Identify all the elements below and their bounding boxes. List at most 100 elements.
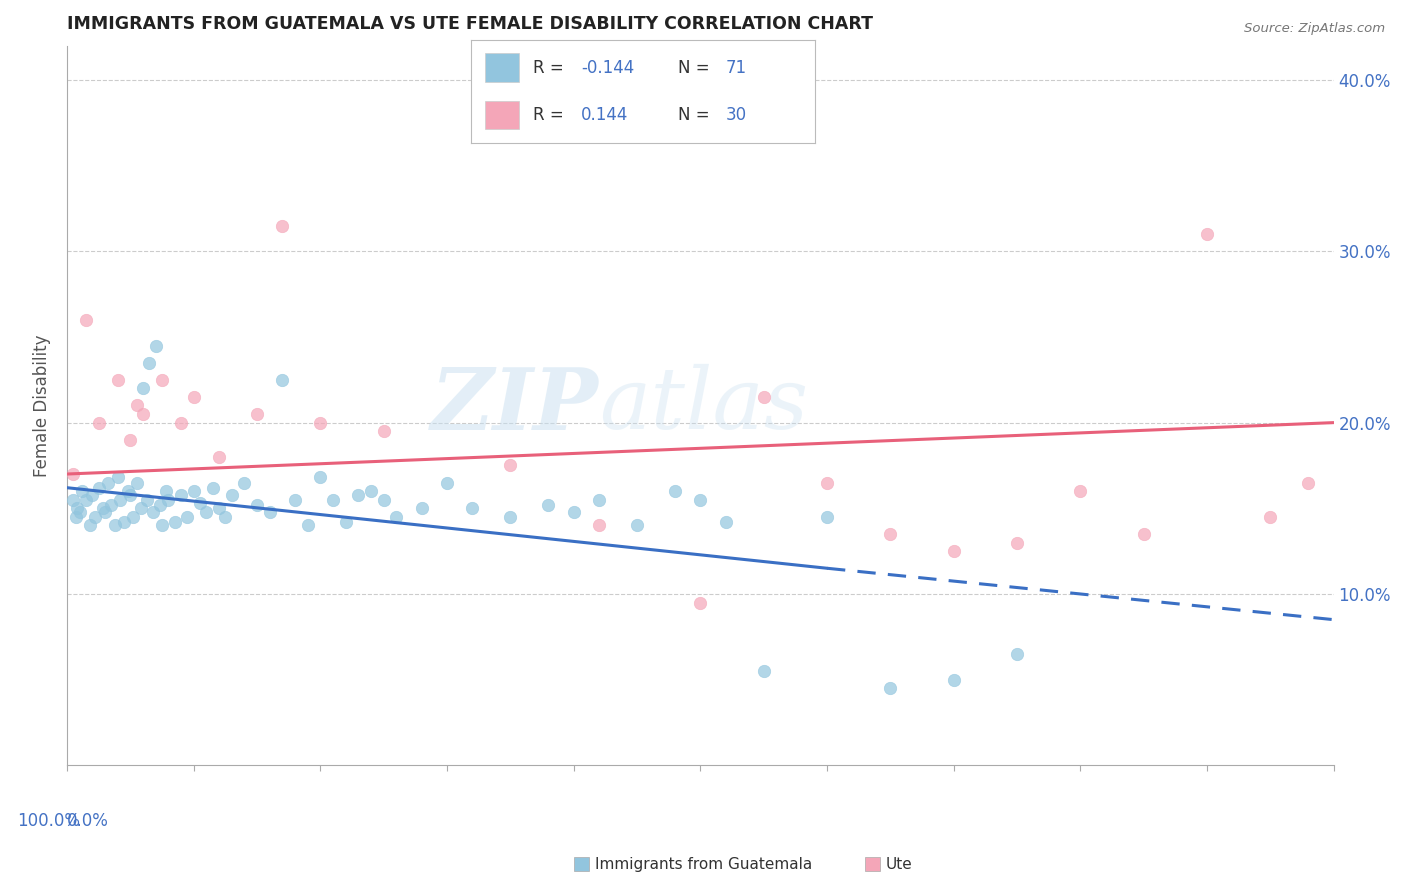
Point	[65, 509, 87, 524]
Point	[104, 518, 127, 533]
Text: Ute: Ute	[886, 857, 912, 872]
Point	[150, 373, 173, 387]
Point	[62, 492, 84, 507]
Point	[309, 416, 332, 430]
Point	[1005, 535, 1028, 549]
Point	[714, 515, 737, 529]
Point	[1132, 527, 1154, 541]
Point	[562, 505, 585, 519]
Point	[110, 492, 132, 507]
Point	[62, 467, 84, 481]
Text: N =: N =	[678, 59, 714, 77]
Point	[942, 673, 965, 687]
Point	[84, 509, 107, 524]
Point	[100, 498, 122, 512]
Point	[107, 470, 129, 484]
Point	[157, 492, 180, 507]
Point	[132, 407, 155, 421]
Point	[155, 484, 177, 499]
Point	[75, 492, 97, 507]
Point	[752, 664, 775, 678]
Point	[66, 501, 89, 516]
Point	[297, 518, 319, 533]
Text: 30: 30	[725, 106, 747, 124]
Point	[233, 475, 256, 490]
Text: 0.144: 0.144	[581, 106, 628, 124]
Text: N =: N =	[678, 106, 714, 124]
Point	[942, 544, 965, 558]
Point	[815, 509, 838, 524]
Text: R =: R =	[533, 59, 569, 77]
Point	[271, 373, 294, 387]
Text: 100.0%: 100.0%	[17, 812, 80, 830]
Point	[284, 492, 307, 507]
FancyBboxPatch shape	[485, 101, 519, 129]
Point	[201, 481, 224, 495]
Point	[271, 219, 294, 233]
Point	[208, 501, 231, 516]
Text: -0.144: -0.144	[581, 59, 634, 77]
Point	[461, 501, 484, 516]
Point	[117, 484, 139, 499]
Point	[411, 501, 433, 516]
Text: 71: 71	[725, 59, 747, 77]
Point	[120, 433, 142, 447]
Text: ZIP: ZIP	[432, 364, 599, 447]
Point	[689, 595, 711, 609]
Point	[1298, 475, 1320, 490]
Point	[75, 313, 97, 327]
Point	[436, 475, 458, 490]
Point	[122, 509, 145, 524]
Point	[1258, 509, 1281, 524]
Point	[112, 515, 135, 529]
Point	[125, 475, 148, 490]
Point	[97, 475, 120, 490]
Point	[91, 501, 114, 516]
Point	[176, 509, 198, 524]
Point	[664, 484, 686, 499]
Y-axis label: Female Disability: Female Disability	[34, 334, 51, 476]
Point	[259, 505, 281, 519]
Point	[879, 527, 901, 541]
Point	[626, 518, 648, 533]
Point	[138, 356, 160, 370]
Point	[214, 509, 236, 524]
Point	[221, 487, 243, 501]
Point	[347, 487, 370, 501]
Point	[1069, 484, 1091, 499]
Point	[125, 399, 148, 413]
Text: R =: R =	[533, 106, 574, 124]
Point	[588, 518, 610, 533]
Point	[195, 505, 218, 519]
Point	[120, 487, 142, 501]
Point	[499, 509, 522, 524]
Point	[72, 484, 94, 499]
Point	[588, 492, 610, 507]
Point	[385, 509, 408, 524]
Point	[145, 338, 167, 352]
Point	[170, 487, 193, 501]
Point	[188, 496, 211, 510]
Point	[360, 484, 382, 499]
Point	[246, 498, 269, 512]
Point	[1005, 647, 1028, 661]
Point	[82, 487, 104, 501]
Point	[373, 492, 395, 507]
Point	[1195, 227, 1218, 241]
Text: Immigrants from Guatemala: Immigrants from Guatemala	[595, 857, 813, 872]
Point	[309, 470, 332, 484]
Point	[373, 424, 395, 438]
Point	[879, 681, 901, 696]
Point	[69, 505, 91, 519]
Point	[79, 518, 101, 533]
Point	[537, 498, 560, 512]
Point	[163, 515, 186, 529]
Point	[150, 518, 173, 533]
Text: IMMIGRANTS FROM GUATEMALA VS UTE FEMALE DISABILITY CORRELATION CHART: IMMIGRANTS FROM GUATEMALA VS UTE FEMALE …	[67, 15, 873, 33]
Text: 0.0%: 0.0%	[67, 812, 110, 830]
Point	[129, 501, 152, 516]
Point	[335, 515, 357, 529]
Point	[148, 498, 170, 512]
Point	[208, 450, 231, 464]
Text: atlas: atlas	[599, 364, 808, 447]
